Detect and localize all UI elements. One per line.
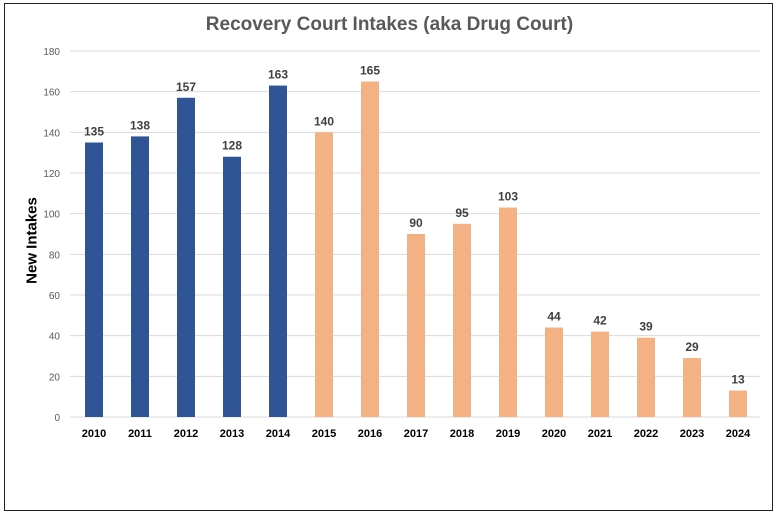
bar-2020 [545,327,563,417]
bar-2017 [407,234,425,417]
y-tick-label: 80 [49,250,61,261]
data-label-2020: 44 [547,310,561,324]
data-label-2013: 128 [222,139,242,153]
y-tick-label: 120 [43,169,60,180]
x-tick-label: 2010 [82,428,106,440]
y-tick-label: 40 [49,332,61,343]
data-label-2019: 103 [498,190,518,204]
data-label-2011: 138 [130,118,150,132]
x-tick-label: 2022 [634,428,658,440]
bar-2010 [85,142,103,417]
x-tick-label: 2024 [726,428,751,440]
x-tick-label: 2018 [450,428,474,440]
bar-2012 [177,97,195,418]
bar-2023 [683,358,701,417]
chart-frame [4,3,773,511]
data-label-2017: 90 [409,216,423,230]
bar-2015 [315,132,333,418]
bar-2018 [453,223,471,417]
bar-2011 [131,136,149,417]
x-tick-label: 2014 [266,428,291,440]
data-label-2016: 165 [360,64,380,78]
bar-2019 [499,207,517,417]
x-tick-label: 2013 [220,428,244,440]
chart-title: Recovery Court Intakes (aka Drug Court) [205,14,574,35]
x-tick-label: 2017 [404,428,428,440]
x-tick-label: 2016 [358,428,382,440]
x-tick-label: 2019 [496,428,520,440]
bar-2013 [223,156,241,417]
data-label-2010: 135 [84,125,104,139]
y-tick-label: 0 [54,413,60,424]
x-tick-label: 2012 [174,428,198,440]
y-tick-label: 180 [43,47,60,58]
bar-2016 [361,81,379,417]
bar-2014 [269,85,287,418]
bar-2022 [637,337,655,417]
bar-2021 [591,331,609,417]
data-label-2024: 13 [731,373,745,387]
data-label-2012: 157 [176,80,196,94]
data-label-2021: 42 [593,314,607,328]
data-label-2022: 39 [639,320,653,334]
x-tick-label: 2015 [312,428,336,440]
data-label-2018: 95 [455,206,469,220]
bar-2024 [729,390,747,417]
data-label-2014: 163 [268,68,288,82]
y-tick-label: 20 [49,372,61,383]
y-tick-label: 100 [43,210,60,221]
data-label-2023: 29 [685,340,699,354]
y-tick-label: 60 [49,291,61,302]
data-label-2015: 140 [314,114,334,128]
x-tick-label: 2020 [542,428,566,440]
y-tick-label: 160 [43,88,60,99]
y-tick-label: 140 [43,128,60,139]
x-tick-label: 2021 [588,428,612,440]
x-tick-label: 2011 [128,428,152,440]
x-tick-label: 2023 [680,428,704,440]
